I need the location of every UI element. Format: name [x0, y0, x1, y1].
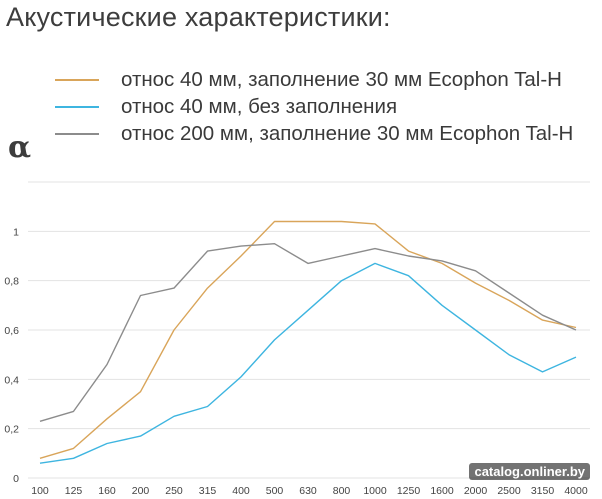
x-tick-label: 250 [165, 485, 183, 497]
y-tick-label: 0,8 [4, 276, 19, 288]
x-tick-label: 2000 [464, 485, 488, 497]
x-tick-label: 400 [232, 485, 250, 497]
x-tick-label: 315 [199, 485, 217, 497]
y-tick-label: 0,6 [4, 325, 19, 337]
legend-swatch-series-2 [55, 106, 99, 108]
x-tick-label: 160 [98, 485, 116, 497]
x-tick-label: 630 [299, 485, 317, 497]
series-line-2 [39, 262, 577, 464]
x-tick-label: 125 [65, 485, 83, 497]
x-tick-label: 2500 [497, 485, 521, 497]
legend-swatch-series-1 [55, 79, 99, 81]
x-tick-label: 1600 [430, 485, 454, 497]
x-tick-label: 1000 [363, 485, 387, 497]
y-tick-label: 1 [13, 226, 19, 238]
legend-label-series-1: относ 40 мм, заполнение 30 мм Ecophon Ta… [121, 68, 562, 91]
x-tick-label: 200 [132, 485, 150, 497]
page-title: Акустические характеристики: [6, 2, 391, 32]
legend-label-series-2: относ 40 мм, без заполнения [121, 95, 398, 118]
x-axis-ticks: 100 125 160 200 250 315 400 500 630 800 1000 1250 16… [31, 485, 588, 497]
legend-label-series-3: относ 200 мм, заполнение 30 мм Ecophon T… [121, 122, 574, 145]
chart-series [39, 220, 577, 464]
y-axis-label: α [8, 130, 32, 165]
chart-grid [28, 181, 590, 479]
x-tick-label: 500 [266, 485, 284, 497]
x-tick-label: 1250 [397, 485, 421, 497]
x-tick-label: 800 [333, 485, 351, 497]
y-tick-label: 0 [13, 473, 19, 485]
x-tick-label: 3150 [531, 485, 555, 497]
legend-swatch-series-3 [55, 133, 99, 135]
y-tick-label: 0,2 [4, 424, 19, 436]
x-tick-label: 4000 [564, 485, 588, 497]
y-axis-ticks: 0 0,2 0,4 0,6 0,8 1 [4, 226, 19, 485]
series-line-3 [39, 242, 577, 422]
watermark: catalog.onliner.by [469, 463, 590, 480]
y-tick-label: 0,4 [4, 374, 19, 386]
x-tick-label: 100 [31, 485, 49, 497]
series-line-1 [39, 220, 577, 459]
